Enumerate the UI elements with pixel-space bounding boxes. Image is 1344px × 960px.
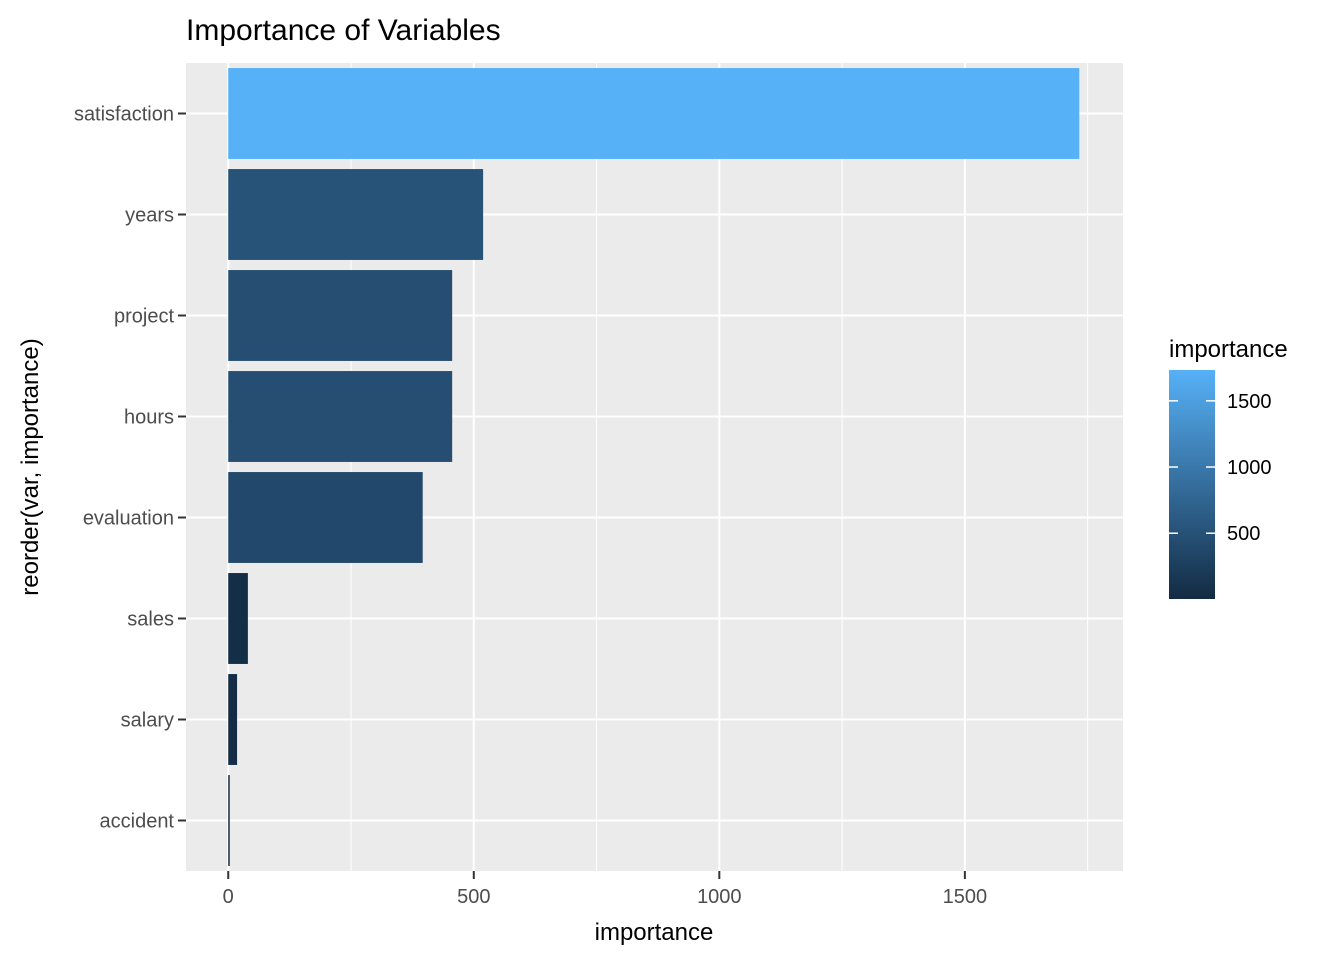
- bar-satisfaction: [228, 68, 1080, 159]
- x-axis: 0 500 1000 1500: [223, 871, 987, 908]
- y-tick-label: salary: [121, 710, 174, 732]
- legend-title: importance: [1169, 336, 1288, 363]
- y-tick-label: project: [114, 306, 174, 328]
- bar-project: [228, 270, 453, 361]
- legend-tick-label: 1500: [1227, 391, 1272, 413]
- x-tick-label: 0: [223, 886, 234, 908]
- y-tick-label: sales: [127, 609, 174, 631]
- y-axis: satisfaction years project hours evaluation s…: [74, 104, 186, 833]
- legend-colorbar: [1169, 370, 1215, 599]
- y-tick-label: evaluation: [83, 508, 174, 530]
- bar-sales: [228, 573, 248, 664]
- legend-tick-label: 500: [1227, 523, 1260, 545]
- y-tick-label: accident: [100, 811, 175, 833]
- x-tick-label: 500: [457, 886, 490, 908]
- bar-salary: [228, 674, 238, 765]
- legend: importance 500 1000 1500: [1169, 336, 1288, 599]
- y-tick-label: hours: [124, 407, 174, 429]
- y-tick-label: years: [125, 205, 174, 227]
- chart-title: Importance of Variables: [186, 14, 501, 47]
- legend-ticks: 500 1000 1500: [1169, 391, 1272, 545]
- bars: [228, 68, 1080, 866]
- y-tick-label: satisfaction: [74, 104, 174, 126]
- x-axis-title: importance: [595, 919, 714, 946]
- y-axis-title: reorder(var, importance): [17, 338, 44, 595]
- x-tick-label: 1500: [943, 886, 988, 908]
- bar-years: [228, 169, 484, 260]
- bar-hours: [228, 371, 453, 462]
- x-tick-label: 1000: [697, 886, 742, 908]
- bar-accident: [228, 775, 230, 866]
- legend-tick-label: 1000: [1227, 457, 1272, 479]
- bar-evaluation: [228, 472, 423, 563]
